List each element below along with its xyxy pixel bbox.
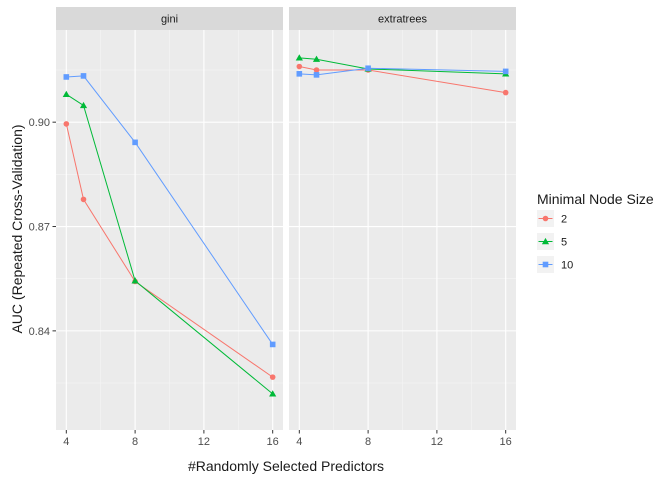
x-axis-title: #Randomly Selected Predictors xyxy=(188,458,384,474)
data-point xyxy=(80,196,87,203)
y-tick-label: 0.90 xyxy=(29,117,50,129)
strip-gini xyxy=(56,7,283,30)
x-tick-label: 8 xyxy=(132,436,138,448)
legend-title: Minimal Node Size xyxy=(537,191,654,207)
strip-extratrees xyxy=(289,7,516,30)
x-tick-label: 16 xyxy=(500,436,512,448)
legend-key-marker xyxy=(542,215,549,222)
x-tick-label: 12 xyxy=(431,436,443,448)
series-line xyxy=(299,57,506,75)
strip-label-extratrees: extratrees xyxy=(378,14,427,26)
data-point xyxy=(502,68,509,75)
series-line xyxy=(66,75,274,345)
data-point xyxy=(295,54,303,61)
data-point xyxy=(63,121,70,127)
data-point xyxy=(269,341,276,348)
y-tick-label: 0.87 xyxy=(29,222,50,234)
data-point xyxy=(132,139,138,146)
legend-item-2: 2 xyxy=(537,210,567,227)
series-gini-10 xyxy=(63,73,276,348)
data-point xyxy=(80,73,87,79)
series-line xyxy=(66,93,273,395)
legend-label: 2 xyxy=(561,214,567,226)
strip-label-gini: gini xyxy=(161,14,178,26)
series-line xyxy=(299,67,506,76)
data-point xyxy=(296,63,303,70)
panel-gini: gini xyxy=(56,7,283,430)
legend-label: 10 xyxy=(561,260,573,272)
x-tick-label: 12 xyxy=(198,436,210,448)
legend-item-10: 10 xyxy=(537,256,573,273)
x-tick-label: 8 xyxy=(365,436,371,448)
legend-key-marker xyxy=(541,237,550,245)
panels-layer: gini extratrees xyxy=(56,7,516,430)
panel-extratrees: extratrees xyxy=(289,7,516,430)
y-axis-title: AUC (Repeated Cross-Validation) xyxy=(9,124,25,333)
legend: Minimal Node Size 2 5 10 xyxy=(537,191,654,273)
data-point xyxy=(296,71,303,77)
legend-item-5: 5 xyxy=(537,233,567,250)
series-gini-5 xyxy=(62,90,277,397)
data-point xyxy=(313,72,320,78)
data-point xyxy=(313,67,320,73)
legend-label: 5 xyxy=(561,237,567,249)
data-point xyxy=(269,374,276,380)
x-tick-label: 16 xyxy=(267,436,279,448)
data-point xyxy=(269,390,277,397)
x-tick-label: 4 xyxy=(296,436,302,448)
series-line xyxy=(299,66,506,94)
data-point xyxy=(502,89,509,96)
y-tick-label: 0.84 xyxy=(29,326,50,338)
data-point xyxy=(131,277,139,284)
x-tick-label: 4 xyxy=(63,436,69,448)
data-point xyxy=(63,74,70,80)
series-line xyxy=(65,123,273,378)
series-extratrees-10 xyxy=(296,65,509,78)
data-point xyxy=(79,101,88,109)
data-point xyxy=(62,90,70,98)
legend-key-marker xyxy=(542,261,549,268)
data-point xyxy=(312,55,321,62)
data-point xyxy=(365,65,371,72)
axes-layer: 4 8 12 16 4 8 12 16 0.84 0.87 0.90 xyxy=(29,117,512,448)
